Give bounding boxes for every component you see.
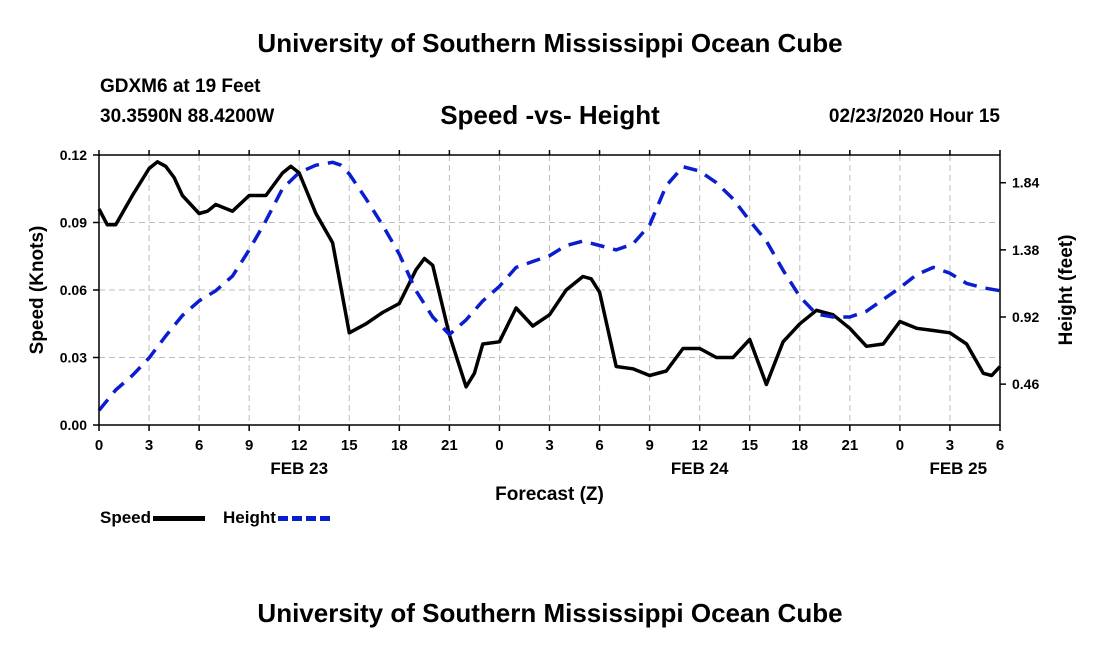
x-tick-label: 12 (291, 437, 308, 454)
x-tick-label: 12 (691, 437, 708, 454)
chart-title: Speed -vs- Height (440, 100, 660, 130)
x-tick-label: 21 (441, 437, 458, 454)
x-tick-label: 18 (391, 437, 408, 454)
x-tick-label: 21 (841, 437, 858, 454)
y2-axis-title: Height (feet) (1056, 235, 1077, 346)
y2-tick-label: 1.84 (1012, 175, 1039, 191)
y2-tick-label: 1.38 (1012, 242, 1039, 258)
speed-series-line (97, 160, 1002, 389)
x-tick-label: 6 (195, 437, 203, 454)
y2-tick-label: 0.46 (1012, 376, 1039, 392)
x-axis-title: Forecast (Z) (495, 484, 604, 505)
station-coordinates: 30.3590N 88.4200W (100, 106, 275, 127)
forecast-datetime: 02/23/2020 Hour 15 (828, 106, 1000, 127)
axis-layer: 0 3 6 9 12 15 18 21 0 3 6 9 12 15 18 21 0 3 6 FEB 23 FEB 24 F… (27, 147, 1077, 505)
page-title: University of Southern Mississippi Ocean… (257, 28, 843, 58)
x-tick-label: 18 (791, 437, 808, 454)
x-tick-label: 6 (595, 437, 603, 454)
station-name: GDXM6 at 19 Feet (100, 76, 261, 97)
legend: Speed Height (100, 508, 348, 528)
y2-tick-label: 0.92 (1012, 309, 1039, 325)
x-tick-label: 9 (245, 437, 253, 454)
y-tick-label: 0.06 (60, 282, 87, 298)
x-date-label: FEB 23 (270, 459, 328, 478)
x-tick-label: 0 (95, 437, 103, 454)
y-tick-label: 0.03 (60, 350, 87, 366)
grid-layer (99, 155, 1000, 425)
x-date-label: FEB 24 (671, 459, 729, 478)
x-tick-label: 0 (495, 437, 503, 454)
y-tick-label: 0.12 (60, 147, 87, 163)
x-tick-label: 9 (645, 437, 653, 454)
x-tick-label: 3 (145, 437, 153, 454)
legend-speed-label: Speed (100, 508, 152, 527)
x-tick-label: 15 (741, 437, 758, 454)
x-date-label: FEB 25 (929, 459, 987, 478)
height-series-line (97, 160, 1001, 412)
legend-height-label: Height (223, 508, 276, 527)
series-layer (97, 160, 1002, 412)
x-tick-label: 6 (996, 437, 1004, 454)
y-axis-title: Speed (Knots) (27, 226, 48, 355)
y-tick-label: 0.09 (60, 215, 87, 231)
legend-height-swatch (277, 515, 330, 521)
legend-speed-swatch (153, 515, 206, 521)
x-tick-label: 0 (896, 437, 904, 454)
y-tick-label: 0.00 (60, 417, 87, 433)
x-tick-label: 15 (341, 437, 358, 454)
x-tick-label: 3 (545, 437, 553, 454)
x-tick-label: 3 (946, 437, 954, 454)
footer-title: University of Southern Mississippi Ocean… (257, 598, 843, 628)
